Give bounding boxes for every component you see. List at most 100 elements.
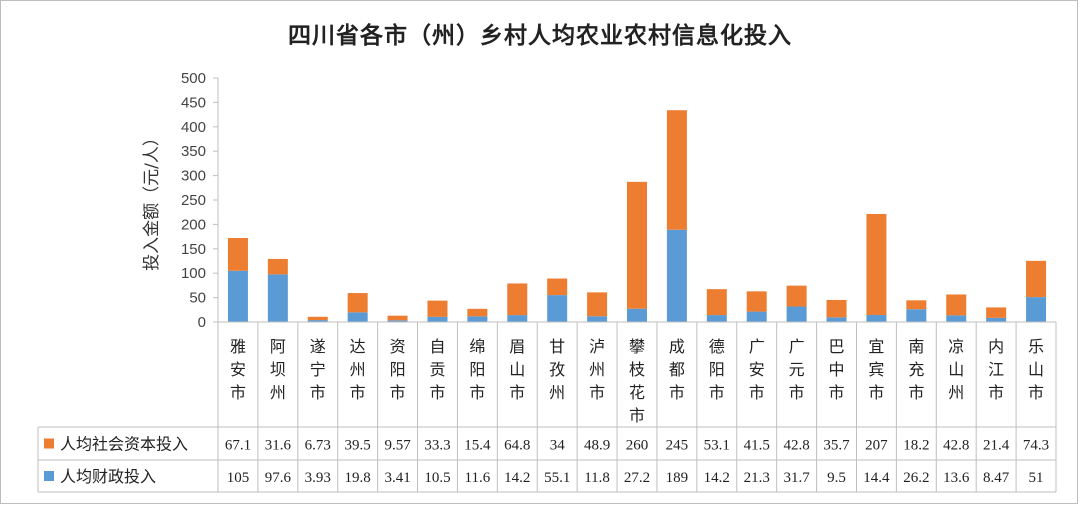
- data-label: 39.5: [345, 438, 371, 454]
- x-category-label: 巴中市: [829, 337, 845, 402]
- bar-fiscal: [986, 317, 1007, 322]
- data-label: 9.5: [827, 470, 846, 486]
- bar-fiscal: [826, 317, 847, 322]
- data-label: 9.57: [384, 438, 411, 454]
- x-category-label: 阿坝州: [270, 337, 286, 402]
- bar-fiscal: [587, 316, 608, 322]
- bar-fiscal: [906, 309, 927, 322]
- data-label: 3.41: [384, 470, 410, 486]
- data-label: 6.73: [305, 438, 331, 454]
- y-tick-label: 250: [181, 192, 206, 209]
- data-label: 21.3: [744, 470, 770, 486]
- data-label: 21.4: [983, 438, 1010, 454]
- x-category-label: 绵阳市: [469, 337, 485, 402]
- chart-title: 四川省各市（州）乡村人均农业农村信息化投入: [288, 23, 792, 49]
- data-label: 3.93: [305, 470, 331, 486]
- bar-fiscal: [547, 295, 568, 322]
- legend-label: 人均社会资本投入: [60, 435, 188, 454]
- bar-fiscal: [627, 308, 647, 322]
- bar-fiscal: [746, 311, 767, 322]
- data-label: 26.2: [903, 470, 929, 486]
- bar-fiscal: [267, 274, 288, 322]
- legend-label: 人均财政投入: [60, 467, 156, 486]
- data-label: 34: [550, 438, 566, 454]
- data-label: 42.8: [783, 438, 809, 454]
- bar-fiscal: [706, 315, 727, 322]
- data-label: 42.8: [943, 438, 969, 454]
- bar-social-capital: [387, 315, 408, 321]
- bar-social-capital: [1026, 260, 1047, 298]
- bar-social-capital: [547, 278, 568, 296]
- bar-fiscal: [387, 320, 408, 322]
- data-label: 245: [666, 438, 689, 454]
- bar-fiscal: [786, 306, 807, 322]
- data-label: 207: [865, 438, 888, 454]
- bar-social-capital: [666, 110, 687, 230]
- x-category-label: 广元市: [789, 337, 805, 402]
- bar-social-capital: [786, 285, 807, 307]
- y-axis-label: 投入金额（元/人）: [142, 129, 162, 271]
- bar-fiscal: [946, 315, 967, 322]
- x-category-label: 德阳市: [709, 337, 725, 402]
- data-label: 55.1: [544, 470, 570, 486]
- bar-fiscal: [227, 270, 248, 322]
- data-table: 雅安市 阿坝州 遂宁市 达州市 资阳市 自贡市 绵阳市 眉山市 甘孜州 泸州市 攀枝花市 成都市 德阳市…: [37, 321, 1057, 493]
- x-category-label: 内江市: [988, 337, 1004, 402]
- x-category-label: 乐山市: [1028, 337, 1044, 402]
- x-category-label: 成都市: [669, 337, 685, 402]
- data-label: 189: [666, 470, 689, 486]
- y-tick-label: 500: [181, 70, 206, 87]
- bars: [227, 110, 1047, 322]
- bar-social-capital: [946, 294, 967, 316]
- data-label: 74.3: [1023, 438, 1049, 454]
- bar-social-capital: [307, 316, 328, 321]
- x-category-label: 遂宁市: [310, 337, 326, 402]
- y-tick-label: 200: [181, 216, 206, 233]
- data-label: 105: [227, 470, 250, 486]
- data-label: 10.5: [424, 470, 450, 486]
- x-category-label: 宜宾市: [868, 337, 884, 402]
- bar-fiscal: [507, 315, 528, 322]
- data-label: 19.8: [345, 470, 371, 486]
- data-label: 48.9: [584, 438, 610, 454]
- data-label: 8.47: [983, 470, 1010, 486]
- data-label: 51: [1029, 470, 1044, 486]
- data-label: 27.2: [624, 470, 650, 486]
- data-label: 31.6: [265, 438, 292, 454]
- legend-swatch: [44, 438, 54, 449]
- bar-social-capital: [986, 307, 1007, 318]
- y-tick-label: 450: [181, 94, 206, 111]
- bar-social-capital: [587, 292, 608, 317]
- bar-fiscal: [866, 314, 887, 322]
- data-label: 15.4: [464, 438, 491, 454]
- x-category-label: 南充市: [908, 337, 924, 402]
- data-label: 33.3: [424, 438, 450, 454]
- bar-social-capital: [467, 308, 488, 317]
- bar-social-capital: [347, 293, 368, 313]
- legend-swatch: [44, 471, 54, 481]
- bar-fiscal: [467, 316, 488, 322]
- y-tick-label: 400: [181, 119, 206, 136]
- y-tick-label: 350: [181, 143, 206, 160]
- x-category-label: 广安市: [749, 337, 765, 402]
- x-category-label: 泸州市: [589, 337, 605, 402]
- y-tick-label: 50: [189, 290, 206, 307]
- bar-social-capital: [866, 213, 887, 315]
- data-label: 53.1: [704, 438, 730, 454]
- x-category-label: 凉山州: [948, 337, 964, 402]
- bar-social-capital: [746, 291, 767, 312]
- bar-social-capital: [627, 181, 647, 309]
- bar-social-capital: [267, 258, 288, 275]
- data-label: 14.2: [704, 470, 730, 486]
- bar-fiscal: [427, 316, 448, 322]
- x-category-label: 达州市: [350, 337, 366, 402]
- y-tick-label: 300: [181, 168, 206, 185]
- y-axis-title: 投入金额（元/人）: [142, 129, 162, 271]
- bar-fiscal: [666, 229, 687, 322]
- bar-fiscal: [1026, 297, 1047, 322]
- bar-social-capital: [427, 300, 448, 317]
- data-label: 11.6: [465, 470, 491, 486]
- x-category-label: 甘孜州: [549, 337, 565, 402]
- x-category-label: 资阳市: [390, 337, 406, 402]
